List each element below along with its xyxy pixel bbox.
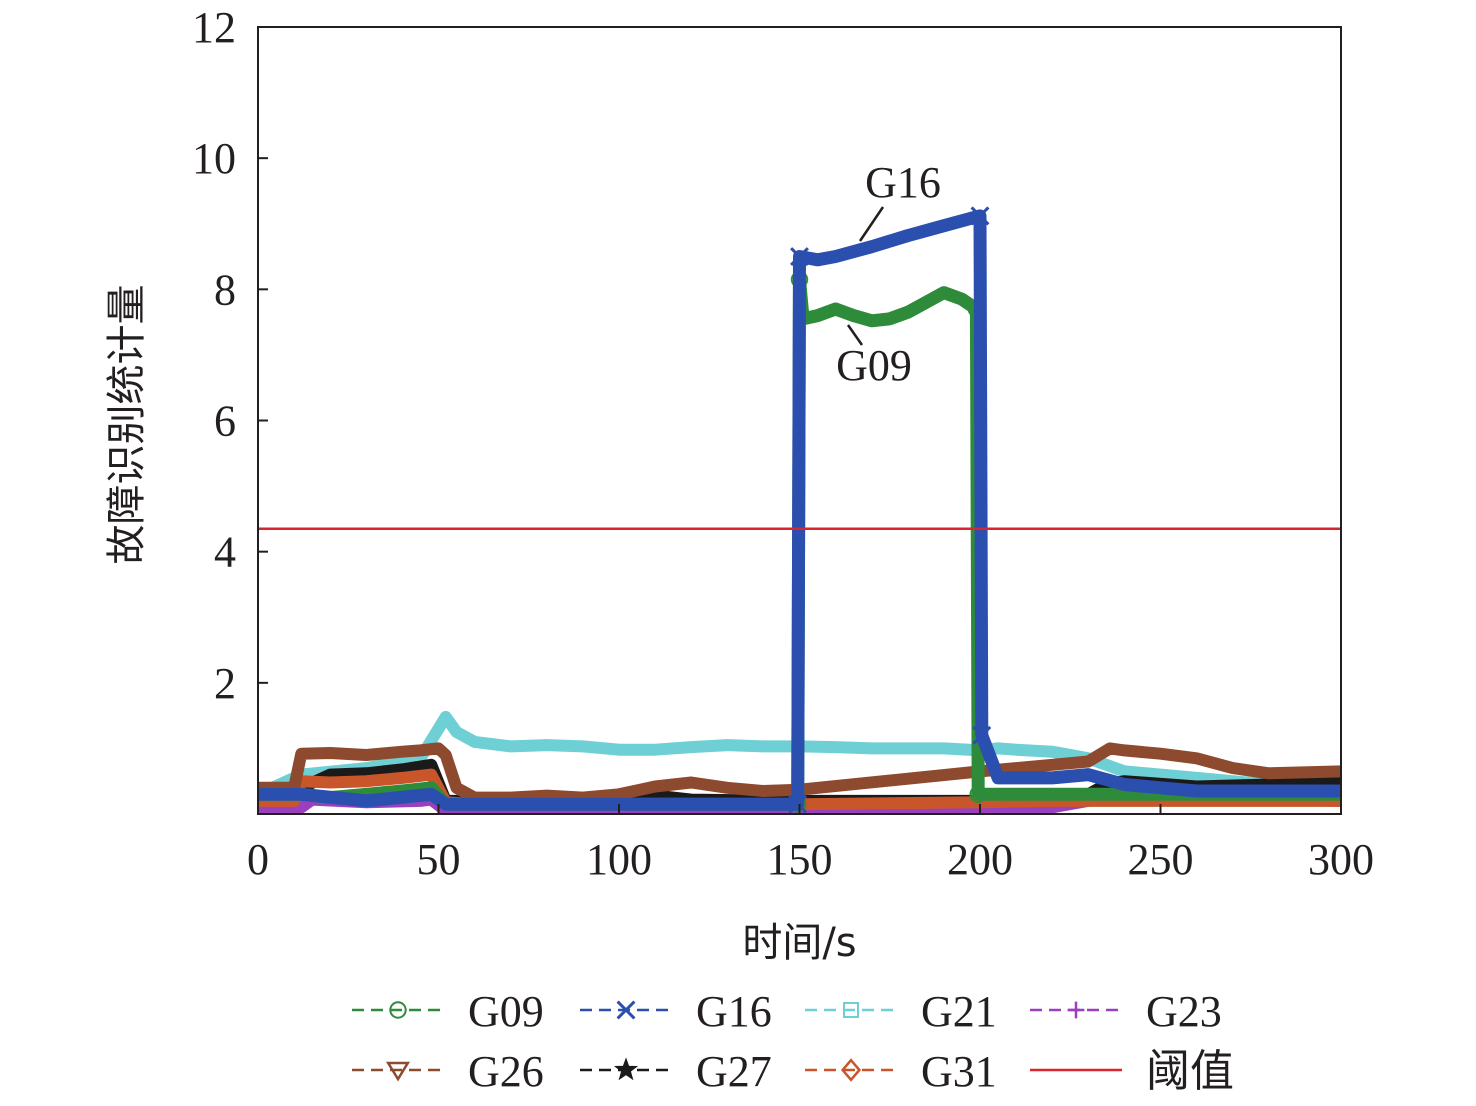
series-g16-band: [258, 209, 1341, 811]
legend-item-g26: G26: [352, 1047, 544, 1096]
legend-marker: [613, 1057, 639, 1081]
legend-item-阈值: 阈值: [1030, 1046, 1234, 1097]
annotation-g09: G09: [836, 341, 912, 390]
x-tick-label: 250: [1128, 835, 1194, 884]
legend-label: G21: [921, 987, 997, 1036]
annotation-leader-g16: [858, 206, 885, 242]
x-tick-label: 300: [1308, 835, 1374, 884]
legend-marker: [385, 1061, 411, 1082]
series-g16-point: [790, 247, 809, 267]
legend-item-g23: G23: [1030, 987, 1222, 1036]
y-tick-label: 4: [214, 528, 236, 577]
legend-marker: [1067, 1001, 1085, 1019]
x-tick-label: 100: [586, 835, 652, 884]
series-g16-point: [970, 206, 990, 226]
annotation-g16: G16: [865, 158, 941, 207]
series-g16-point: [788, 794, 808, 814]
legend: G09 G16 G21 G23 G26 G27 G31 阈值: [352, 987, 1234, 1097]
legend-marker: [389, 1001, 407, 1019]
annotation-leader-g09: [846, 324, 864, 346]
x-tick-label: 50: [417, 835, 461, 884]
y-tick-label: 6: [214, 397, 236, 446]
series-g21: [258, 710, 1341, 801]
y-axis-title: 故障识别统计量: [104, 285, 150, 565]
x-tick-label: 0: [247, 835, 269, 884]
x-axis-title: 时间/s: [742, 920, 856, 966]
series-layer: [258, 206, 1341, 814]
legend-marker: [843, 1002, 859, 1018]
y-tick-label: 10: [192, 134, 236, 183]
legend-item-g16: G16: [580, 987, 772, 1036]
y-tick-label: 12: [192, 3, 236, 52]
legend-label: G16: [696, 987, 772, 1036]
y-tick-label: 8: [214, 265, 236, 314]
legend-label: G26: [468, 1047, 544, 1096]
legend-label: G23: [1146, 987, 1222, 1036]
annotation-layer: G16 G09: [836, 158, 941, 390]
legend-item-g21: G21: [805, 987, 997, 1036]
legend-item-g27: G27: [580, 1047, 772, 1096]
legend-item-g09: G09: [352, 987, 544, 1036]
legend-marker: [616, 1000, 636, 1020]
y-tick-label: 2: [214, 659, 236, 708]
legend-label: G27: [696, 1047, 772, 1096]
series-g26: [258, 742, 1341, 804]
legend-label: 阈值: [1146, 1046, 1234, 1097]
series-g09-point: [969, 785, 987, 804]
x-tick-label: 200: [947, 835, 1013, 884]
series-g21-band: [258, 710, 1341, 801]
x-tick-label: 150: [767, 835, 833, 884]
series-g16: [258, 206, 1341, 814]
legend-label: G31: [921, 1047, 997, 1096]
legend-marker: [840, 1058, 862, 1082]
ticks-layer: 0 50 100 150 200 250 300 2 4 6 8 10 12: [192, 3, 1374, 884]
series-g26-band: [258, 742, 1341, 804]
series-g16-point: [972, 725, 992, 745]
legend-label: G09: [468, 987, 544, 1036]
legend-item-g31: G31: [805, 1047, 997, 1096]
